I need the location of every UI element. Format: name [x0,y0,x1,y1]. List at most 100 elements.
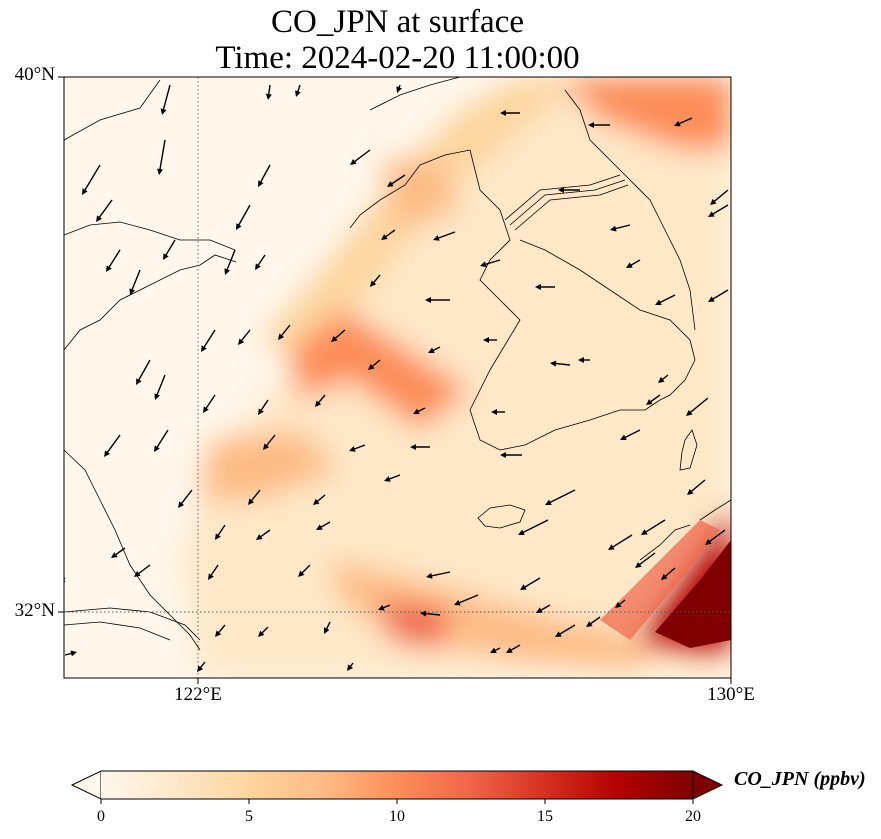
wind-arrow-head [710,198,717,205]
wind-arrow-head [96,215,102,222]
wind-arrow-shaft [553,362,571,366]
wind-arrow-shaft [256,254,266,268]
coastlines [64,77,731,651]
wind-arrow-head [238,338,245,345]
wind-arrow-head [615,601,622,608]
wind-arrow-shaft [622,429,641,440]
wind-arrow-shaft [707,529,726,544]
wind-arrow-head [258,180,264,187]
wind-arrow-shaft [429,571,451,577]
wind-arrow-head [197,665,204,672]
colorbar-tick-5: 5 [245,808,253,825]
wind-arrow-head [255,263,261,270]
wind-arrow-shaft [259,164,271,185]
wind-arrow-shaft [155,374,166,397]
wind-arrow-head [425,297,431,303]
wind-arrow-head [378,604,385,611]
wind-arrow-shaft [712,189,729,204]
wind-arrow-head [160,108,167,115]
wind-arrow-head [224,268,231,275]
map-frame [63,76,732,679]
wind-arrow-shaft [239,329,251,343]
wind-arrow-shaft [225,249,236,272]
wind-arrow-shaft [436,231,456,240]
wind-arrow-shaft [657,294,676,305]
wind-arrow-shaft [457,594,479,605]
wind-arrow-head [641,529,648,535]
wind-arrow-head [215,533,221,540]
wind-arrow-head [610,225,617,232]
wind-arrow-shaft [483,259,501,266]
wind-arrow-shaft [279,324,291,338]
wind-arrow-shaft [333,329,346,341]
wind-arrow-head [236,223,242,230]
wind-arrow-head [578,357,584,363]
wind-arrow-head [480,261,487,268]
wind-arrow-head [387,181,394,187]
wind-arrow-head [661,573,668,580]
wind-arrow-head [331,335,338,342]
wind-arrow-head [201,345,207,352]
colorbar-tick-15: 15 [537,808,553,825]
wind-arrow-head [420,610,427,617]
wind-arrow-head [134,571,141,577]
wind-arrow-head [315,400,322,407]
wind-arrow-shaft [202,329,216,350]
wind-arrow-shaft [162,84,171,112]
wind-arrow-shaft [237,204,251,228]
wind-arrow-head [295,90,301,97]
wind-arrow-shaft [352,149,371,164]
wind-arrow-head [428,347,435,353]
wind-arrow-head [545,499,552,505]
wind-arrow-head [674,120,681,127]
wind-arrow-head [687,488,694,495]
wind-arrow-head [154,393,161,400]
wind-arrow-head [635,562,642,568]
wind-arrow-head [265,93,272,100]
wind-arrow-head [658,376,665,383]
axis-ticks [58,76,732,684]
wind-arrow-head [500,110,506,116]
wind-arrow-head [258,408,264,415]
wind-arrow-head [483,337,489,343]
wind-arrow-shaft [710,204,729,216]
wind-arrow-head [620,434,627,440]
wind-arrow-head [536,607,543,613]
wind-arrow-head [413,408,420,414]
wind-arrow-head [129,288,136,295]
gridlines [64,77,731,678]
wind-arrow-head [256,534,263,540]
wind-arrow-head [106,265,112,272]
lon-label-130e: 130°E [707,684,755,705]
wind-arrow-head [203,406,209,413]
wind-arrow-head [178,501,185,508]
wind-arrow-shaft [557,624,576,636]
wind-arrow-head [490,647,497,653]
wind-arrow-head [535,284,541,290]
lon-label-122e: 122°E [174,684,222,705]
wind-arrow-head [136,378,142,385]
wind-arrow-shaft [179,489,193,506]
wind-arrow-head [324,627,330,634]
wind-arrow-head [154,445,160,452]
colorbar-gradient [101,771,693,799]
wind-arrow-shaft [136,564,151,576]
wind-arrow-head [426,572,433,579]
wind-arrow-shaft [637,552,656,567]
wind-arrow-head [350,159,357,165]
wind-arrow-head [263,443,270,450]
wind-arrow-head [520,584,527,590]
wind-arrow-head [157,168,163,175]
colorbar-extend-max [692,770,724,800]
wind-arrow-shaft [216,524,226,538]
wind-arrow-shaft [209,564,219,578]
wind-arrow-head [396,86,402,93]
colorbar-extend-min [70,770,102,800]
wind-arrow-head [368,363,375,370]
wind-arrow-head [558,187,564,193]
wind-arrow-head [608,544,615,550]
wind-arrow-shaft [689,479,706,494]
wind-arrow-head [370,280,377,287]
colorbar [70,770,724,804]
wind-arrow-head [686,409,693,416]
